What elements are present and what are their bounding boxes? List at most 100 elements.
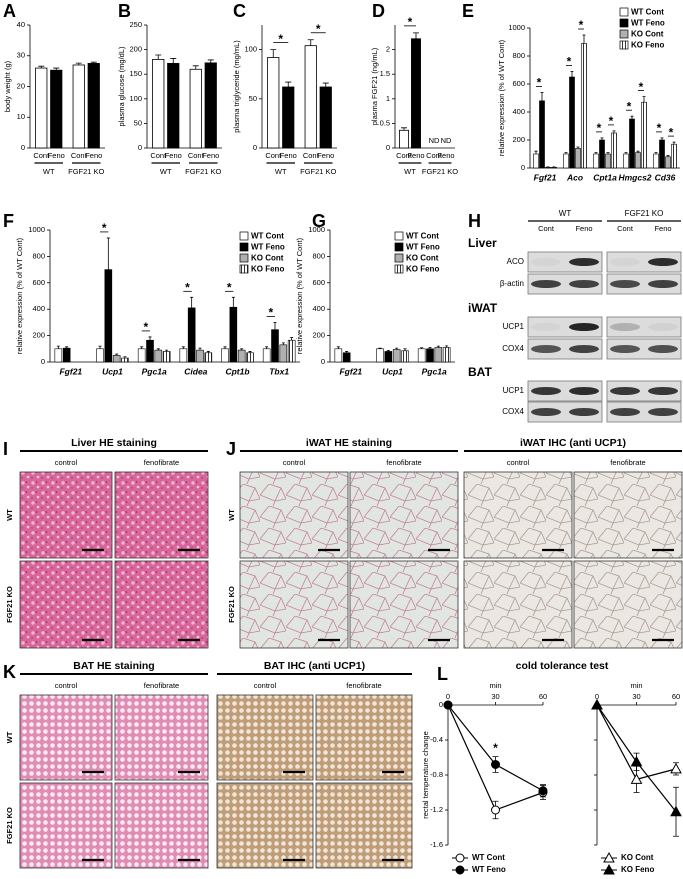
- legend-label: KO Feno: [406, 265, 439, 274]
- error-bar: [115, 353, 119, 356]
- legend-hatch: [620, 41, 628, 49]
- bar: [319, 86, 332, 149]
- column-label: fenofibrate: [144, 681, 179, 690]
- marker: [630, 773, 643, 784]
- genotype-label: WT: [559, 209, 572, 218]
- marker: [538, 786, 548, 796]
- bar: [187, 307, 196, 363]
- error-bar: [436, 345, 440, 348]
- blot-band: [569, 258, 599, 266]
- column-label: control: [254, 681, 277, 690]
- legend-label: KO Cont: [631, 30, 664, 39]
- protein-label: UCP1: [503, 322, 525, 331]
- error-bar: [223, 346, 227, 349]
- marker: [603, 863, 615, 875]
- y-tick-label: 2: [386, 45, 390, 54]
- bar: [653, 153, 659, 169]
- marker: [455, 865, 465, 875]
- column-label: control: [55, 458, 78, 467]
- bar: [376, 348, 384, 363]
- error-bar: [395, 347, 399, 350]
- bar: [112, 355, 121, 363]
- y-tick-label: 800: [32, 251, 45, 260]
- significance-label: *: [639, 80, 644, 94]
- bar-hatch: [443, 347, 451, 362]
- x-tick-label: Cont: [71, 151, 88, 160]
- blot-band: [569, 323, 599, 331]
- significance-label: *: [597, 121, 602, 135]
- panel-letter: L: [437, 664, 448, 684]
- x-tick-label: Feno: [202, 151, 219, 160]
- y-axis-label: plasma triglyceride (mg/mL): [232, 40, 241, 133]
- legend-swatch: [394, 231, 404, 241]
- blot-band: [648, 323, 678, 331]
- legend-swatch: [619, 7, 629, 17]
- x-tick-label: Hmgcs2: [618, 172, 651, 182]
- x-tick-label: Cpt1a: [593, 172, 617, 182]
- error-bar: [654, 152, 658, 154]
- value-label: ND: [441, 136, 452, 145]
- protein-label: ACO: [507, 257, 524, 266]
- bar: [267, 57, 280, 149]
- error-bar: [582, 34, 586, 44]
- blot-strip: [606, 401, 682, 423]
- x-tick-label: Cont: [188, 151, 205, 160]
- x-tick-label: Tbx1: [269, 366, 289, 376]
- bar-hatch: [401, 350, 409, 362]
- y-tick-label: -1.6: [430, 840, 443, 849]
- bar: [221, 348, 229, 363]
- micrograph: [573, 471, 683, 559]
- y-tick-label: 0: [21, 143, 25, 152]
- blot-band: [531, 280, 561, 288]
- error-bar: [192, 65, 199, 70]
- blot-strip: [527, 316, 603, 338]
- bar: [137, 348, 146, 363]
- group-label: FGF21 KO: [68, 167, 104, 176]
- bar-hatch: [641, 102, 647, 168]
- bar: [417, 348, 426, 363]
- micrograph: [19, 560, 113, 649]
- error-bar: [106, 237, 110, 270]
- protein-label: UCP1: [503, 386, 525, 395]
- bar: [154, 349, 163, 363]
- error-bar: [403, 348, 407, 351]
- legend-hatch: [240, 265, 248, 273]
- bar: [635, 152, 641, 169]
- error-bar: [534, 150, 538, 154]
- error-bar: [401, 127, 407, 131]
- error-bar: [170, 58, 177, 64]
- protein-label: COX4: [502, 344, 524, 353]
- legend-label: WT Cont: [472, 853, 505, 862]
- error-bar: [273, 322, 277, 330]
- blot-band: [610, 323, 640, 331]
- panel-letter: H: [468, 211, 481, 231]
- marker: [491, 760, 500, 769]
- x-tick-label: Cidea: [184, 366, 207, 376]
- micrograph: [19, 471, 113, 559]
- error-bar: [98, 345, 102, 349]
- x-tick-label: Ucp1: [102, 366, 123, 376]
- x-tick-label: Cont: [33, 151, 50, 160]
- micrograph: [114, 560, 209, 649]
- y-tick-label: -0.8: [430, 770, 443, 779]
- y-tick-label: 0.5: [380, 118, 390, 127]
- error-bar: [148, 336, 152, 341]
- error-bar: [240, 348, 244, 351]
- blot-strip: [527, 380, 603, 402]
- y-tick-label: 50: [134, 118, 142, 127]
- legend-swatch: [619, 18, 629, 28]
- error-bar: [270, 49, 277, 58]
- micrograph: [216, 694, 314, 781]
- x-tick-label: Feno: [280, 151, 297, 160]
- bar: [384, 351, 393, 363]
- bar: [189, 68, 202, 149]
- legend-hatch: [395, 265, 403, 273]
- significance-label: *: [278, 32, 283, 46]
- x-tick-label: Feno: [437, 151, 454, 160]
- significance-label: *: [268, 306, 273, 320]
- legend-label: WT Cont: [631, 8, 664, 17]
- blot-band: [531, 408, 561, 416]
- column-label: fenofibrate: [386, 458, 421, 467]
- blot-band: [531, 387, 561, 395]
